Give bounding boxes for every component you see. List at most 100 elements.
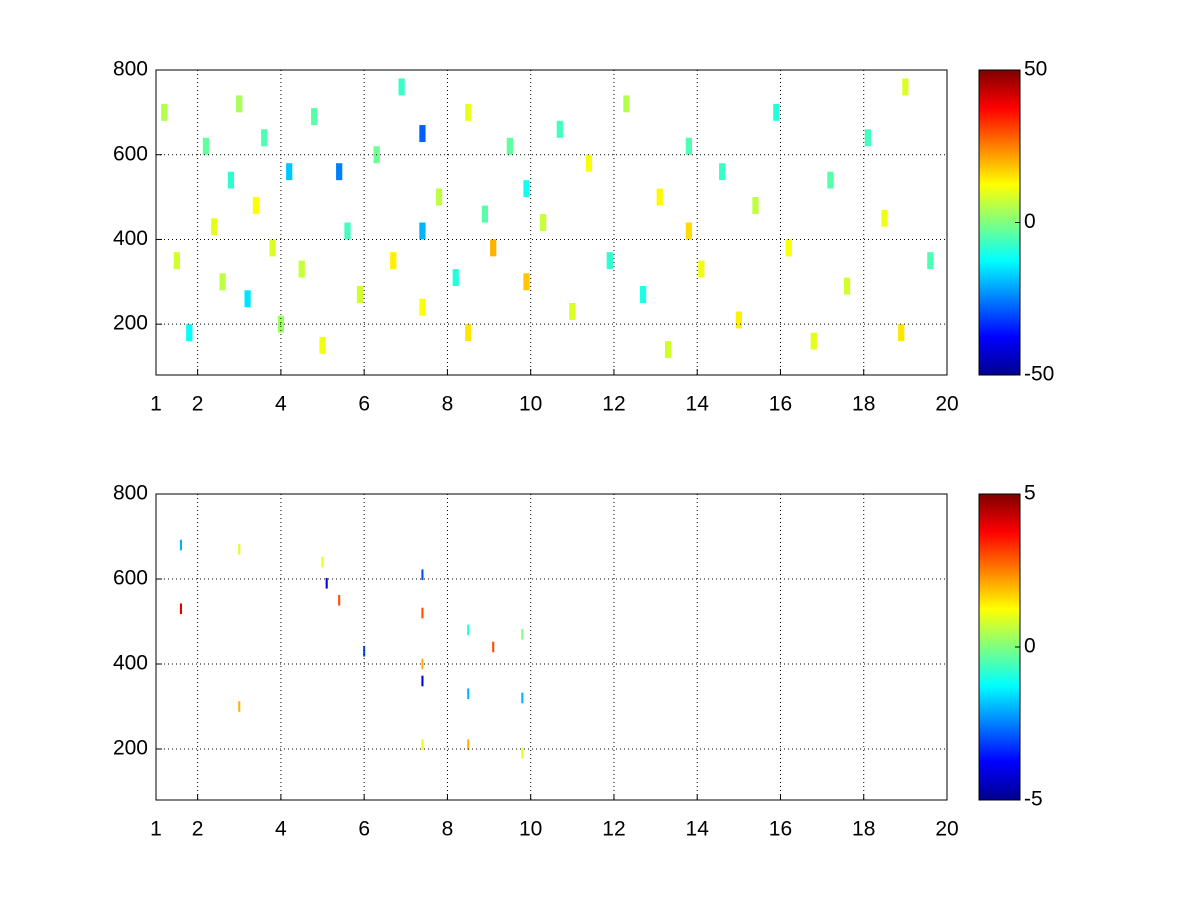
y-tick-label: 200 xyxy=(113,737,148,760)
heat-cell xyxy=(623,95,630,113)
heat-cell xyxy=(321,556,324,568)
heat-cell xyxy=(927,252,934,270)
colorbar xyxy=(978,69,1021,376)
heat-cell xyxy=(179,603,183,615)
heat-cell xyxy=(269,239,276,257)
heat-cell xyxy=(898,324,905,342)
x-tick-label: 4 xyxy=(275,818,287,841)
colorbar-tick-label: 0 xyxy=(1024,635,1036,658)
heat-cell xyxy=(490,239,497,257)
heat-cell xyxy=(523,180,530,198)
heat-cell xyxy=(698,260,705,278)
x-tick-label: 14 xyxy=(686,393,710,416)
x-tick-label: 20 xyxy=(935,818,958,841)
heat-cell xyxy=(325,577,328,589)
heat-cell xyxy=(881,209,888,227)
heat-cell xyxy=(252,197,260,215)
heat-cell xyxy=(506,137,513,155)
heat-cell xyxy=(785,239,792,257)
heat-cell xyxy=(773,103,780,121)
x-tick-label: 20 xyxy=(935,393,958,416)
x-tick-label: 6 xyxy=(358,393,370,416)
heat-cell xyxy=(685,222,693,240)
x-tick-label: 4 xyxy=(275,393,287,416)
x-tick-label: 8 xyxy=(442,393,454,416)
y-tick-label: 400 xyxy=(113,227,148,250)
x-tick-label: 12 xyxy=(602,818,625,841)
heat-cell xyxy=(465,103,472,121)
heat-cell xyxy=(435,188,443,206)
heat-cell xyxy=(864,129,872,147)
heat-cell xyxy=(735,311,742,329)
heat-cell xyxy=(540,214,547,231)
heat-cell xyxy=(606,252,613,270)
heat-cell xyxy=(523,273,530,291)
heat-cell xyxy=(356,286,364,303)
x-tick-label: 12 xyxy=(602,393,625,416)
heat-cell xyxy=(585,154,593,172)
heat-cell xyxy=(467,739,470,751)
heat-cell xyxy=(244,290,251,308)
heat-cell xyxy=(452,269,459,287)
heat-cell xyxy=(238,543,241,555)
x-tick-label: 1 xyxy=(150,393,162,416)
heat-cell xyxy=(492,641,495,653)
heat-cell xyxy=(286,163,293,181)
x-tick-label: 16 xyxy=(769,393,792,416)
heat-cell xyxy=(179,539,183,551)
heat-cell xyxy=(363,645,366,657)
heat-cell xyxy=(752,197,759,215)
heat-cell xyxy=(521,628,524,640)
heat-cell xyxy=(639,286,647,303)
heat-cell xyxy=(298,260,305,278)
x-tick-label: 10 xyxy=(519,818,542,841)
y-tick-label: 800 xyxy=(113,58,148,81)
y-tick-label: 200 xyxy=(113,312,148,335)
heat-cell xyxy=(467,624,470,636)
x-tick-label: 18 xyxy=(852,818,875,841)
axes-box xyxy=(155,493,948,801)
heat-cell xyxy=(656,188,663,206)
heat-cell xyxy=(319,336,326,354)
heat-cell xyxy=(421,607,424,619)
heat-cell xyxy=(902,78,909,96)
heat-cell xyxy=(556,120,563,138)
heat-cell xyxy=(569,302,576,320)
heat-cell xyxy=(419,222,426,240)
x-tick-label: 6 xyxy=(358,818,370,841)
heat-cell xyxy=(161,103,168,121)
heat-cell xyxy=(685,137,693,155)
heat-cell xyxy=(202,137,210,155)
heat-cell xyxy=(261,129,268,147)
heat-cell xyxy=(421,569,424,581)
heat-cell xyxy=(827,171,834,189)
heat-cell xyxy=(481,205,489,223)
y-tick-label: 600 xyxy=(113,142,148,165)
heat-cell xyxy=(421,739,424,751)
y-tick-label: 400 xyxy=(113,652,148,675)
heat-cell xyxy=(521,747,524,759)
x-tick-label: 14 xyxy=(686,818,710,841)
colorbar-tick-label: -5 xyxy=(1024,788,1043,811)
colorbar-tick-label: -50 xyxy=(1024,363,1054,386)
heat-cell xyxy=(421,658,424,670)
heat-cell xyxy=(344,222,351,240)
x-tick-label: 8 xyxy=(442,818,454,841)
colorbar xyxy=(978,493,1021,801)
heat-cell xyxy=(398,78,405,96)
heat-cell xyxy=(467,688,470,700)
heat-cell xyxy=(219,273,226,291)
heat-cell xyxy=(336,163,343,181)
heat-cell xyxy=(211,218,218,236)
x-tick-label: 2 xyxy=(192,818,204,841)
heat-cell xyxy=(419,125,426,143)
heat-cell xyxy=(186,324,193,342)
axes-box xyxy=(155,69,948,376)
x-tick-label: 2 xyxy=(192,393,204,416)
heat-cell xyxy=(227,171,235,189)
x-tick-label: 18 xyxy=(852,393,875,416)
heat-cell xyxy=(311,108,318,126)
y-tick-label: 600 xyxy=(113,567,148,590)
heat-cell xyxy=(173,252,180,270)
